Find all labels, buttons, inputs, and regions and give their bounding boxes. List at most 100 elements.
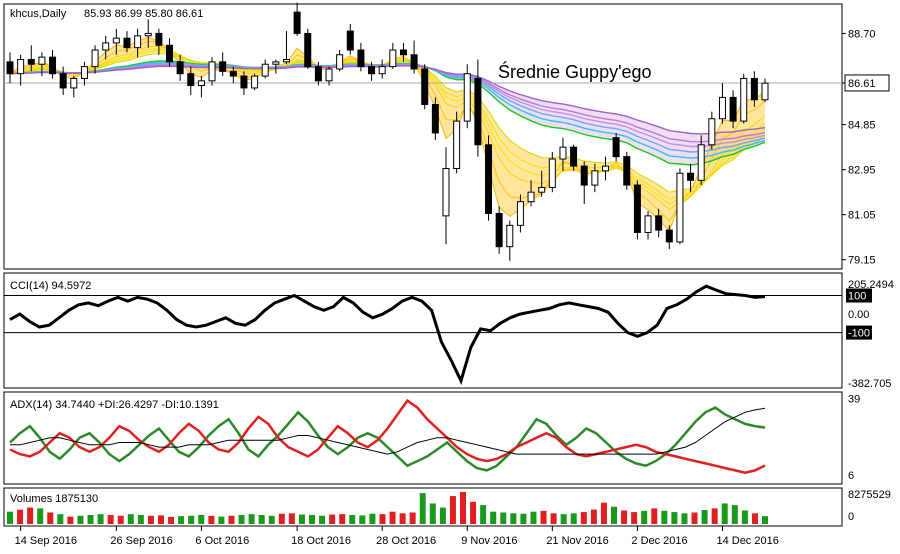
date-tick: 2 Dec 2016 xyxy=(631,526,688,547)
volume-bar xyxy=(87,514,94,524)
volume-bars xyxy=(7,491,768,524)
candle xyxy=(368,61,376,81)
svg-text:-382.705: -382.705 xyxy=(848,378,891,390)
guppy-annotation: Średnie Guppy'ego xyxy=(498,61,652,82)
svg-text:86.61: 86.61 xyxy=(848,78,876,90)
volume-bar xyxy=(288,513,295,524)
candle xyxy=(240,71,248,96)
volume-bar xyxy=(711,508,718,524)
candle xyxy=(166,38,174,67)
candle xyxy=(623,151,631,190)
volume-tick: 8275529 xyxy=(848,489,891,501)
candle xyxy=(463,64,471,129)
candle xyxy=(474,59,482,157)
volume-bar xyxy=(27,507,34,524)
date-tick: 14 Dec 2016 xyxy=(716,526,779,547)
candle xyxy=(112,28,120,55)
svg-text:0.00: 0.00 xyxy=(848,309,869,321)
volume-bar xyxy=(550,513,557,524)
price-tick: 82.95 xyxy=(842,165,876,177)
date-tick: 14 Sep 2016 xyxy=(15,526,77,547)
candle xyxy=(591,163,599,193)
volume-bar xyxy=(319,515,326,524)
candle xyxy=(718,83,726,124)
date-tick: 28 Oct 2016 xyxy=(376,526,436,547)
svg-text:18 Oct 2016: 18 Oct 2016 xyxy=(291,535,351,547)
adx-title: ADX(14) 34.7440 +DI:26.4297 -DI:10.1391 xyxy=(10,399,219,411)
date-tick: 9 Nov 2016 xyxy=(461,526,518,547)
candle xyxy=(506,220,514,261)
cci-line xyxy=(9,284,766,385)
candle xyxy=(570,144,578,171)
volume-panel: Volumes 1875130 8275529 0 xyxy=(3,487,891,527)
candle xyxy=(378,59,386,79)
candle xyxy=(346,23,354,55)
volume-bar xyxy=(107,514,114,524)
volume-bar xyxy=(17,509,24,524)
cci-levels xyxy=(4,295,842,334)
adx-tick: 39 xyxy=(848,393,860,405)
svg-text:88.70: 88.70 xyxy=(848,28,876,40)
volume-bar xyxy=(611,506,617,524)
cci-level-tag: -100 xyxy=(846,325,872,340)
volume-bar xyxy=(359,515,366,524)
candle xyxy=(176,54,184,81)
price-tick: 88.70 xyxy=(842,28,876,40)
candle xyxy=(453,111,461,174)
date-tick: 6 Oct 2016 xyxy=(195,526,249,547)
volume-bar xyxy=(721,503,728,524)
candle xyxy=(516,194,524,233)
volume-bar xyxy=(117,515,124,524)
volume-bar xyxy=(389,511,396,524)
candle xyxy=(357,42,365,72)
candle xyxy=(27,45,35,72)
adx-series-adx xyxy=(10,407,766,455)
ohlc-label: 85.93 86.99 85.80 86.61 xyxy=(84,8,203,20)
svg-text:205.2494: 205.2494 xyxy=(848,279,894,291)
candle xyxy=(208,57,216,86)
candle xyxy=(17,54,25,86)
candle xyxy=(336,50,344,72)
volume-bar xyxy=(731,505,738,524)
candle xyxy=(91,45,99,74)
volume-bar xyxy=(439,507,446,524)
svg-text:100: 100 xyxy=(848,291,866,303)
volume-bar xyxy=(540,510,547,524)
volume-bar xyxy=(238,514,245,524)
candle xyxy=(134,28,142,58)
candles xyxy=(6,2,769,261)
candle xyxy=(655,208,663,238)
volume-tick: 0 xyxy=(848,511,854,523)
volume-bar xyxy=(651,508,658,524)
candle xyxy=(687,163,695,193)
candle xyxy=(229,66,237,84)
volume-bar xyxy=(671,512,678,524)
candle xyxy=(6,52,14,84)
candle xyxy=(633,180,641,240)
volume-bar xyxy=(349,514,356,524)
volume-bar xyxy=(208,515,215,524)
price-panel-frame xyxy=(3,3,843,270)
candle xyxy=(538,170,546,197)
volume-bar xyxy=(47,512,54,524)
candle xyxy=(665,225,673,250)
volume-bar xyxy=(490,511,497,524)
adx-tick: 6 xyxy=(848,470,854,482)
volume-bar xyxy=(460,491,466,524)
candle xyxy=(548,151,556,193)
volume-bar xyxy=(228,515,235,524)
guppy-fills xyxy=(10,37,765,231)
volume-bar xyxy=(77,515,84,524)
volume-bar xyxy=(681,513,688,524)
candle xyxy=(251,73,259,91)
guppy-slow-ema xyxy=(9,65,766,135)
svg-text:14 Sep 2016: 14 Sep 2016 xyxy=(15,535,77,547)
volume-bar xyxy=(218,516,225,524)
candle xyxy=(612,132,620,162)
svg-text:9 Nov 2016: 9 Nov 2016 xyxy=(461,535,517,547)
volume-bar xyxy=(560,514,567,524)
candle xyxy=(527,180,535,207)
candle xyxy=(601,156,609,181)
volume-bar xyxy=(369,513,376,524)
